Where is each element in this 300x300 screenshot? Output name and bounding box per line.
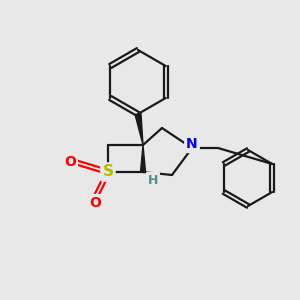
- Text: O: O: [64, 155, 76, 169]
- Polygon shape: [135, 113, 143, 145]
- Text: S: S: [103, 164, 113, 179]
- Polygon shape: [140, 145, 146, 172]
- Text: H: H: [148, 173, 158, 187]
- Text: O: O: [89, 196, 101, 210]
- Text: N: N: [186, 137, 198, 151]
